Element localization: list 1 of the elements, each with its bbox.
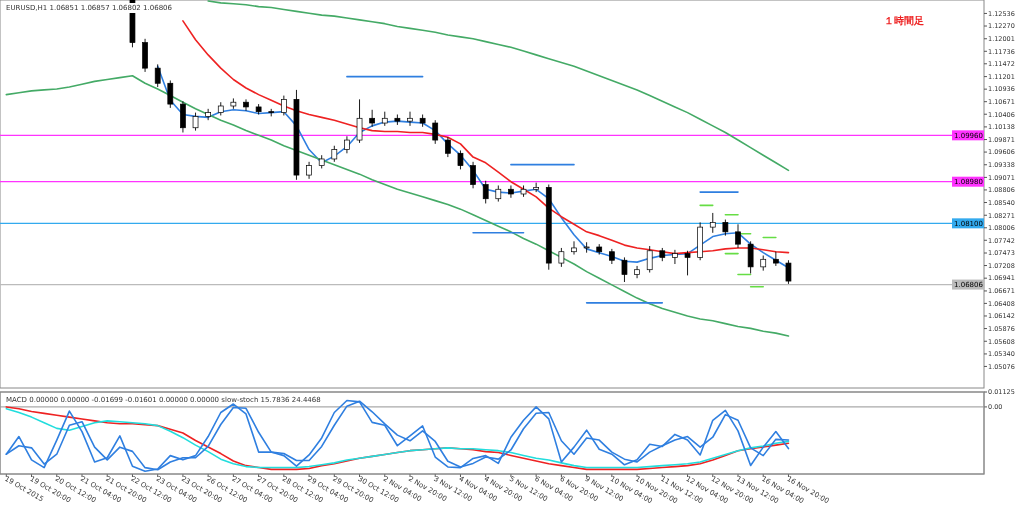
annotation: １時間足: [884, 15, 924, 26]
